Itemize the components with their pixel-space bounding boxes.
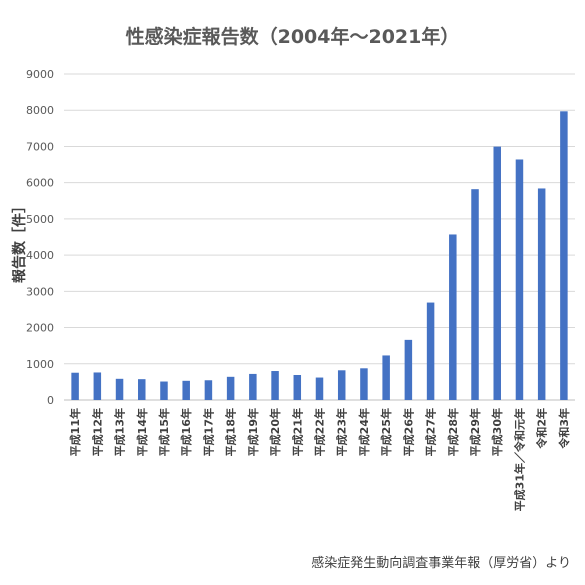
y-tick-label: 4000 (26, 249, 54, 262)
y-tick-label: 9000 (26, 68, 54, 81)
bar (160, 381, 168, 400)
bar (93, 372, 102, 400)
x-tick-label: 平成16年 (179, 408, 193, 456)
y-tick-label: 6000 (26, 177, 54, 190)
y-tick-label: 5000 (26, 213, 54, 226)
bar (360, 368, 368, 400)
bar (471, 189, 479, 400)
y-tick-label: 7000 (26, 140, 54, 153)
x-tick-label: 平成15年 (157, 408, 171, 456)
x-tick-label: 平成29年 (468, 408, 482, 456)
x-tick-label: 平成20年 (268, 408, 282, 456)
bars (71, 111, 568, 400)
y-tick-label: 0 (47, 394, 54, 407)
bar (337, 370, 346, 400)
x-tick-label: 平成26年 (401, 408, 415, 456)
y-axis-title-group: 報告数［件］ (11, 199, 28, 283)
bar (204, 380, 213, 400)
bar (249, 373, 257, 400)
bar (382, 355, 390, 400)
x-tick-label: 令和2年 (535, 408, 549, 450)
y-tick-label: 3000 (26, 285, 54, 298)
x-tick-label: 平成13年 (113, 408, 127, 456)
x-tick-label: 平成30年 (490, 408, 504, 456)
chart-title: 性感染症報告数（2004年～2021年） (125, 26, 460, 48)
y-tick-label: 2000 (26, 322, 54, 335)
x-tick-label: 平成22年 (313, 408, 327, 456)
y-tick-label: 1000 (26, 358, 54, 371)
x-tick-label: 平成19年 (246, 408, 260, 456)
x-tick-label: 令和3年 (557, 408, 571, 450)
x-axis-labels: 平成11年 平成12年 平成13年 平成14年 平成15年 平成16年 平成17年 平成18年… (68, 408, 571, 511)
bar (182, 380, 190, 400)
x-tick-label: 平成27年 (424, 408, 438, 456)
bar (226, 376, 235, 400)
y-axis-title: 報告数［件］ (11, 199, 28, 283)
bar (271, 371, 279, 400)
x-tick-label: 平成18年 (224, 408, 238, 456)
bar (138, 379, 146, 400)
bar (293, 375, 302, 400)
y-axis-ticks: 0 1000 2000 3000 4000 5000 6000 7000 8000 9000 (26, 68, 54, 407)
x-tick-label: 平成14年 (135, 408, 149, 456)
bar (404, 339, 413, 400)
bar (115, 378, 124, 400)
bar (315, 377, 324, 400)
x-tick-label: 平成24年 (357, 408, 371, 456)
x-tick-label: 平成21年 (290, 408, 304, 456)
bar (493, 146, 501, 400)
x-tick-label: 平成28年 (446, 408, 460, 456)
bar (560, 111, 568, 400)
x-tick-label: 平成12年 (90, 408, 104, 456)
bar (426, 302, 435, 400)
y-tick-label: 8000 (26, 104, 54, 117)
x-tick-label: 平成17年 (201, 408, 215, 456)
source-note: 感染症発生動向調査事業年報（厚労省）より (311, 556, 571, 571)
bar (537, 188, 546, 400)
x-tick-label: 平成23年 (335, 408, 349, 456)
x-tick-label: 平成31年／令和元年 (512, 408, 526, 511)
x-tick-label: 平成25年 (379, 408, 393, 456)
bar (71, 372, 79, 400)
bar (449, 234, 457, 400)
bar (515, 159, 524, 400)
x-tick-label: 平成11年 (68, 408, 82, 456)
